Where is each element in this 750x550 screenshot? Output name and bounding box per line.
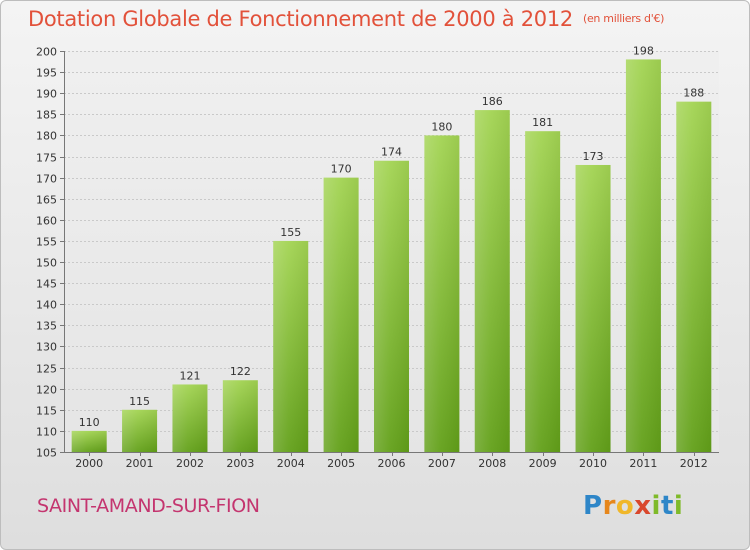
bar-shine [625,59,661,452]
y-tick-label: 110 [36,426,57,439]
y-tick-label: 190 [36,88,57,101]
bar-shine [172,384,208,452]
y-tick-label: 180 [36,130,57,143]
x-axis: 2000 2001 2002 2003 2004 2005 2006 2007 2008 2009… [75,452,708,470]
y-tick-label: 135 [36,320,57,333]
x-tick-label-2000: 2000 [75,457,103,470]
y-tick-label: 115 [36,405,57,418]
x-tick-label-2006: 2006 [378,457,406,470]
y-tick-label: 155 [36,236,57,249]
x-tick-label-2004: 2004 [277,457,305,470]
bar-shine [122,409,158,452]
value-label-2006: 174 [381,146,402,159]
bar-shine [474,110,510,453]
bars: 110 115 121 122 155 170 174 180 186 181 173 198 188 [71,44,712,453]
bar-shine [374,160,409,452]
x-tick-label-2009: 2009 [529,457,557,470]
x-tick-label-2008: 2008 [478,457,506,470]
y-tick-label: 160 [36,215,57,228]
x-tick-label-2012: 2012 [680,457,708,470]
title-text: Dotation Globale de Fonctionnement de 20… [28,7,573,31]
x-tick-label-2007: 2007 [428,457,456,470]
x-tick-label-2010: 2010 [579,457,607,470]
bar-shine [273,240,309,452]
value-label-2002: 121 [179,369,200,382]
y-tick-label: 165 [36,194,57,207]
bar-shine [424,135,460,452]
value-label-2011: 198 [633,44,654,57]
value-label-2000: 110 [79,416,100,429]
y-tick-label: 150 [36,257,57,270]
y-tick-label: 200 [36,46,57,59]
bar-shine [222,380,258,452]
bar-shine [525,131,561,452]
unit-label: (en milliers d'€) [582,12,665,25]
value-label-2010: 173 [583,150,604,163]
y-tick-label: 105 [36,447,57,460]
y-tick-label: 195 [36,67,57,80]
proxiti-logo: Proxiti [583,491,684,521]
value-label-2003: 122 [230,365,251,378]
bar-shine [575,164,611,452]
chart-title: Dotation Globale de Fonctionnement de 20… [28,7,664,31]
x-tick-label-2005: 2005 [327,457,355,470]
value-label-2005: 170 [331,163,352,176]
x-tick-label-2003: 2003 [226,457,254,470]
y-tick-label: 145 [36,278,57,291]
x-tick-label-2002: 2002 [176,457,204,470]
value-label-2012: 188 [683,87,704,100]
value-label-2008: 186 [482,95,503,108]
bar-shine [323,177,359,452]
y-tick-label: 175 [36,152,57,165]
y-axis: 105 110 115 120 125 130 135 140 145 150 155 160 165 1… [36,46,719,460]
y-tick-label: 125 [36,363,57,376]
y-tick-label: 170 [36,173,57,186]
y-tick-label: 185 [36,109,57,122]
commune-name: SAINT-AMAND-SUR-FION [37,495,260,517]
value-label-2001: 115 [129,395,150,408]
value-label-2009: 181 [532,116,553,129]
y-tick-label: 140 [36,299,57,312]
bar-shine [71,430,107,452]
bar-shine [676,101,712,452]
x-tick-label-2011: 2011 [629,457,657,470]
value-label-2007: 180 [431,120,452,133]
value-label-2004: 155 [280,226,301,239]
x-tick-label-2001: 2001 [126,457,154,470]
y-tick-label: 130 [36,341,57,354]
y-tick-label: 120 [36,384,57,397]
